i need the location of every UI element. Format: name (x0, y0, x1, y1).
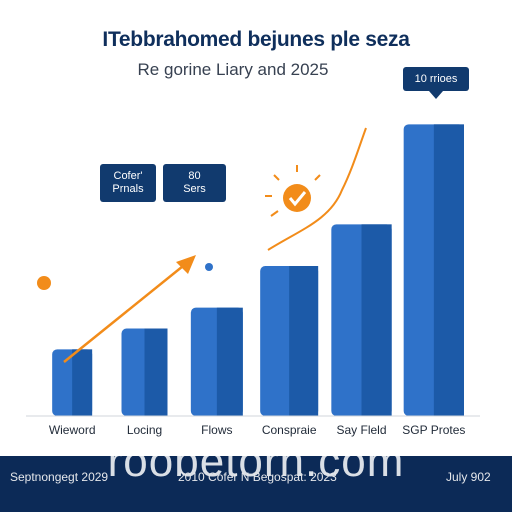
check-circle-icon (265, 165, 321, 217)
callout-box-a: Cofer' Prnals (100, 164, 156, 202)
bar-2 (190, 307, 243, 416)
bar-4 (331, 224, 392, 416)
x-tick-label-1: Locing (127, 423, 162, 437)
callout-a-line1: Cofer' (113, 170, 143, 182)
footer-bar (0, 456, 512, 512)
orange-dot (37, 276, 51, 290)
footer-left-text: Septnongegt 2029 (10, 470, 109, 484)
bar-1 (121, 328, 168, 416)
x-tick-label-2: Flows (201, 423, 232, 437)
trend-arrow-line (63, 261, 189, 363)
footer-right-text: July 902 (446, 470, 491, 484)
x-tick-label-0: Wieword (49, 423, 96, 437)
x-tick-label-4: Say Fleld (336, 423, 386, 437)
watermark: roobetorn.com (107, 437, 405, 486)
bar-3 (260, 266, 319, 416)
growth-curve (267, 127, 367, 251)
chart-subtitle: Re gorine Liary and 2025 (137, 60, 329, 79)
chart-title: ITebbrahomed bejunes ple seza (102, 28, 410, 51)
footer-middle-text: 2010 Cofer N Begospat: 2023 (178, 470, 337, 484)
trend-arrowhead (176, 255, 196, 274)
bar-0 (52, 349, 93, 416)
callout-b-line1: 80 (188, 170, 201, 182)
blue-dot (205, 263, 213, 271)
bar-5 (403, 124, 464, 416)
x-tick-label-3: Conspraie (262, 423, 317, 437)
x-tick-label-5: SGP Protes (402, 423, 465, 437)
callout-b-line2: Sers (183, 183, 206, 195)
callout-top-text: 10 rrioes (414, 72, 458, 85)
callout-top: 10 rrioes (403, 67, 469, 99)
callout-box-b: 80 Sers (163, 164, 226, 202)
callout-a-line2: Prnals (112, 183, 144, 195)
